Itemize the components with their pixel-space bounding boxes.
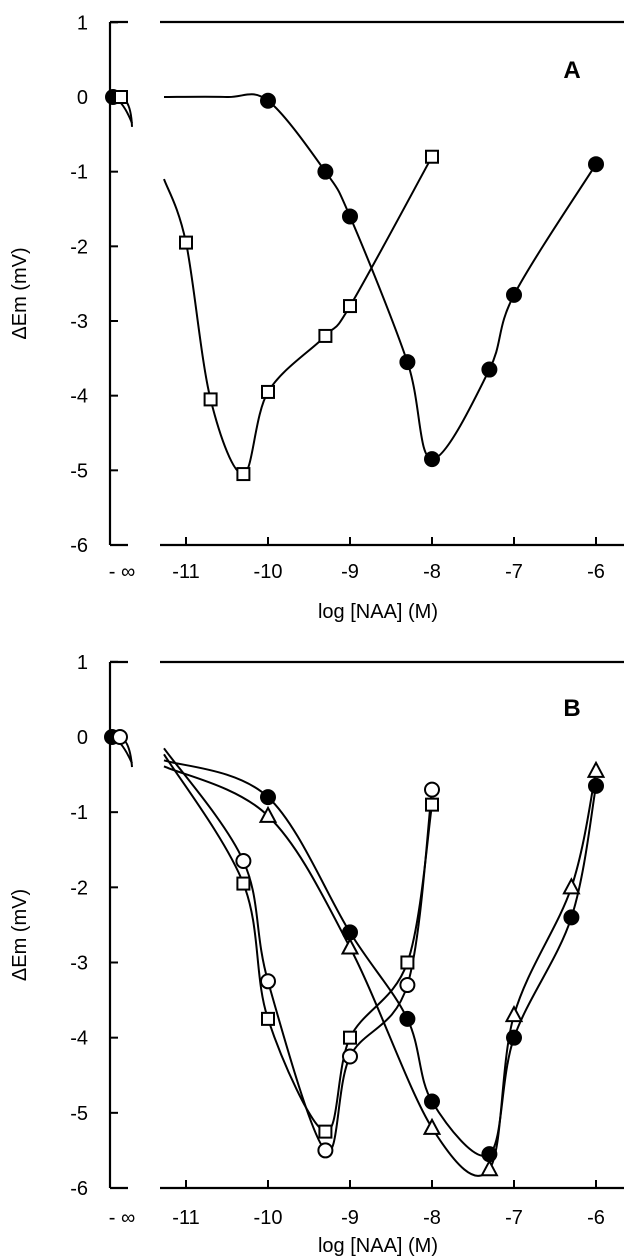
data-point-open-circle — [317, 1142, 334, 1159]
data-point-open-square — [203, 392, 218, 407]
data-point-open-square — [236, 876, 251, 891]
x-tick-label: -8 — [423, 561, 441, 583]
panel-label: A — [563, 57, 580, 84]
data-point-open-triangle — [422, 1117, 442, 1135]
data-point-filled-circle — [260, 92, 276, 109]
data-point-open-square — [261, 1011, 275, 1026]
data-point-filled-circle — [399, 1010, 416, 1027]
y-tick-label: -5 — [70, 1103, 88, 1125]
data-point-open-square — [318, 1124, 333, 1139]
series-line — [163, 759, 597, 1157]
series-line — [163, 156, 433, 476]
x-tick-label: -9 — [341, 561, 359, 583]
data-point-open-square — [343, 299, 357, 314]
chart-panel-a: 1 0 -1 -2 -3 -4 -5 -6 -11 -10 -9 -8 -7 -6 - ∞ log [NAA]… — [9, 12, 624, 623]
y-axis-label: ΔEm (mV) — [9, 889, 31, 981]
data-point-open-triangle — [340, 937, 360, 955]
y-tick-label: 0 — [77, 87, 88, 109]
zero-point-open-circle — [112, 729, 128, 745]
data-point-filled-circle — [588, 777, 604, 794]
y-tick-label: -4 — [70, 1028, 88, 1050]
y-tick-label: -1 — [70, 162, 88, 184]
y-axis-label: ΔEm (mV) — [9, 247, 31, 339]
data-point-filled-circle — [424, 451, 440, 468]
data-point-open-square — [261, 384, 275, 399]
data-point-filled-circle — [399, 354, 416, 371]
data-point-filled-circle — [260, 789, 276, 806]
y-tick-label: -6 — [70, 535, 88, 557]
x-tick-label: -6 — [587, 1207, 605, 1229]
x-tick-label: -11 — [172, 561, 199, 583]
data-point-open-circle — [235, 853, 252, 870]
y-tick-label: -2 — [70, 236, 88, 258]
series-line — [163, 765, 597, 1177]
data-point-open-square — [425, 149, 439, 164]
data-point-filled-circle — [588, 156, 604, 173]
data-point-filled-circle — [317, 163, 334, 180]
data-point-open-square — [425, 797, 439, 812]
data-point-open-square — [343, 1030, 357, 1045]
data-point-open-triangle — [504, 1004, 524, 1023]
data-point-filled-circle — [506, 286, 522, 303]
data-point-filled-circle — [424, 1093, 440, 1110]
data-point-open-circle — [399, 977, 416, 994]
x-axis-label: log [NAA] (M) — [318, 601, 438, 623]
x-tick-label: -7 — [505, 1207, 523, 1229]
data-point-open-square — [236, 467, 251, 482]
chart-panel-b: 1 0 -1 -2 -3 -4 -5 -6 -11 -10 -9 -8 -7 -6 - ∞ log [NAA]… — [9, 652, 624, 1257]
x-infinity-label: - ∞ — [109, 561, 135, 583]
data-point-open-triangle — [562, 877, 581, 895]
data-point-open-circle — [260, 973, 276, 990]
x-tick-label: -7 — [505, 561, 523, 583]
x-tick-label: -10 — [254, 561, 283, 583]
x-tick-label: -11 — [172, 1207, 199, 1229]
x-tick-label: -10 — [254, 1207, 283, 1229]
data-point-open-circle — [342, 1048, 358, 1065]
data-point-open-triangle — [480, 1159, 499, 1177]
data-point-open-triangle — [258, 805, 278, 823]
data-point-filled-circle — [481, 361, 498, 378]
data-point-filled-circle — [342, 208, 358, 225]
data-point-open-square — [179, 235, 193, 250]
y-tick-label: -5 — [70, 460, 88, 482]
data-point-filled-circle — [506, 1029, 522, 1046]
x-axis-label: log [NAA] (M) — [318, 1235, 438, 1257]
y-tick-label: -3 — [70, 311, 88, 333]
series-line — [163, 753, 433, 1133]
zero-point-open-square — [114, 90, 128, 104]
y-tick-label: -4 — [70, 386, 88, 408]
x-infinity-label: - ∞ — [109, 1207, 135, 1229]
y-tick-label: 1 — [77, 652, 88, 674]
data-point-open-square — [400, 955, 415, 970]
data-point-open-square — [318, 328, 333, 343]
y-tick-label: -3 — [70, 953, 88, 975]
y-tick-label: -6 — [70, 1178, 88, 1200]
y-tick-label: 1 — [77, 12, 88, 34]
x-tick-label: -9 — [341, 1207, 359, 1229]
data-point-filled-circle — [563, 909, 580, 926]
x-tick-label: -8 — [423, 1207, 441, 1229]
y-tick-label: -2 — [70, 877, 88, 899]
data-point-open-circle — [424, 781, 440, 798]
data-point-open-triangle — [586, 760, 606, 778]
series-line — [163, 93, 597, 461]
y-tick-label: -1 — [70, 802, 88, 824]
x-tick-label: -6 — [587, 561, 605, 583]
y-tick-label: 0 — [77, 727, 88, 749]
panel-label: B — [563, 695, 580, 722]
